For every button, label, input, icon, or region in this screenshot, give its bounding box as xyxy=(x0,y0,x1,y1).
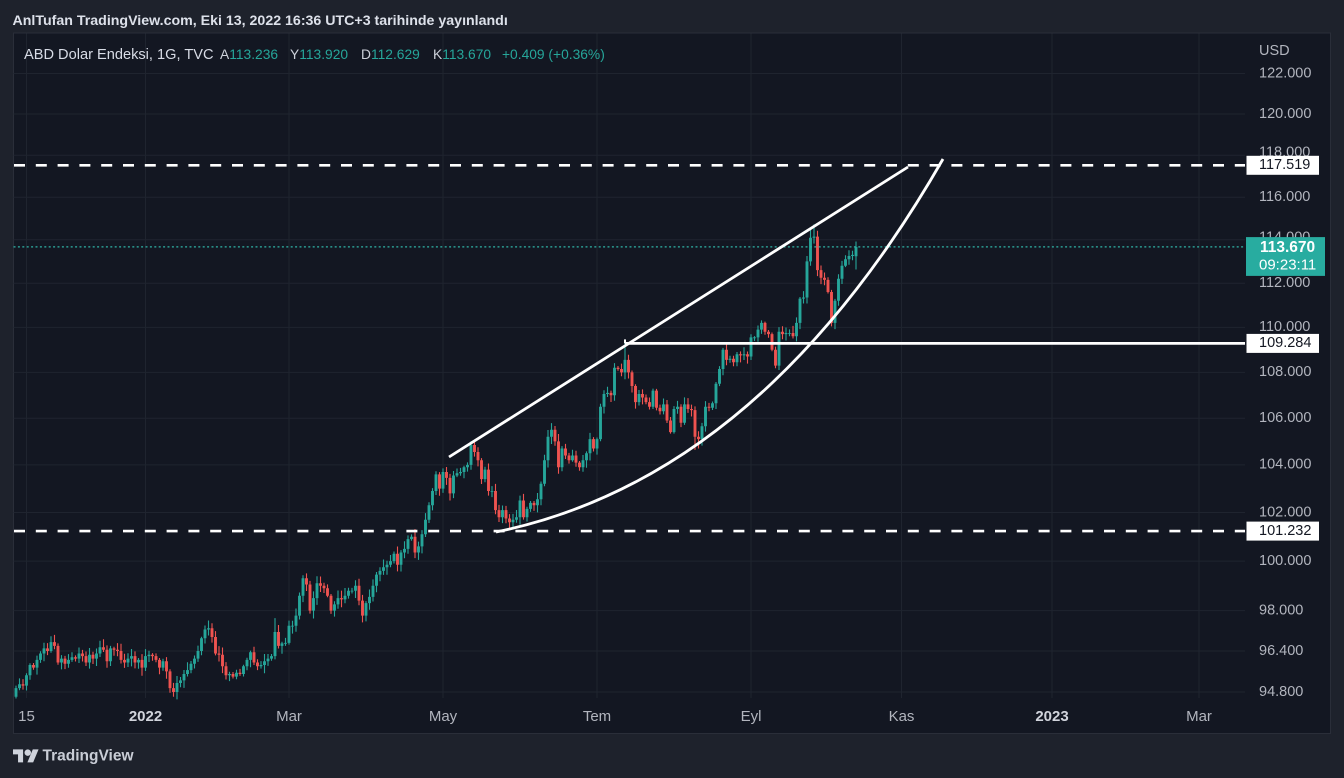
svg-text:122.000: 122.000 xyxy=(1259,65,1311,81)
svg-text:109.284: 109.284 xyxy=(1259,335,1311,351)
svg-text:TradingView: TradingView xyxy=(43,748,135,765)
svg-text:110.000: 110.000 xyxy=(1259,319,1310,335)
svg-text:Eyl: Eyl xyxy=(741,708,762,725)
svg-text:113.670: 113.670 xyxy=(1260,239,1315,256)
svg-text:AnlTufan TradingView.com, Eki: AnlTufan TradingView.com, Eki 13, 2022 1… xyxy=(13,13,508,29)
svg-text:2023: 2023 xyxy=(1035,708,1068,725)
svg-text:104.000: 104.000 xyxy=(1259,457,1311,473)
svg-text:Mar: Mar xyxy=(1186,708,1212,725)
svg-text:108.000: 108.000 xyxy=(1259,364,1311,380)
svg-text:May: May xyxy=(429,708,458,725)
svg-text:Tem: Tem xyxy=(583,708,611,725)
svg-text:Mar: Mar xyxy=(276,708,302,725)
svg-text:15: 15 xyxy=(18,708,35,725)
svg-text:USD: USD xyxy=(1259,43,1290,59)
svg-text:98.000: 98.000 xyxy=(1259,602,1303,618)
svg-text:09:23:11: 09:23:11 xyxy=(1259,256,1316,273)
svg-text:94.800: 94.800 xyxy=(1259,684,1303,700)
svg-text:116.000: 116.000 xyxy=(1259,189,1310,205)
svg-text:101.232: 101.232 xyxy=(1259,523,1311,539)
svg-text:106.000: 106.000 xyxy=(1259,410,1311,426)
svg-text:100.000: 100.000 xyxy=(1259,553,1311,569)
svg-text:112.000: 112.000 xyxy=(1259,275,1310,291)
svg-text:120.000: 120.000 xyxy=(1259,106,1311,122)
svg-text:102.000: 102.000 xyxy=(1259,504,1311,520)
svg-text:ABD Dolar Endeksi, 1G, TVC: ABD Dolar Endeksi, 1G, TVC xyxy=(24,47,214,63)
svg-text:117.519: 117.519 xyxy=(1259,157,1310,173)
svg-text:96.400: 96.400 xyxy=(1259,643,1303,659)
svg-text:2022: 2022 xyxy=(129,708,162,725)
svg-text:Kas: Kas xyxy=(889,708,915,725)
